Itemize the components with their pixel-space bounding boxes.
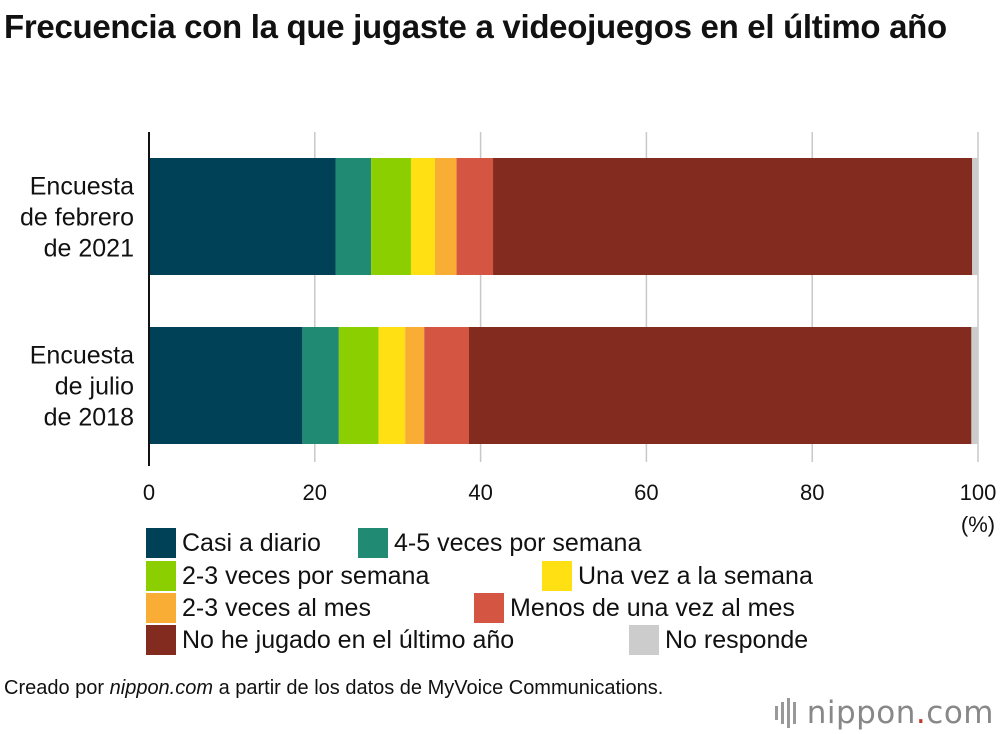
category-label-1-line-2: de 2018 bbox=[44, 404, 134, 432]
bar-segment-1-7 bbox=[971, 327, 978, 444]
source-prefix: Creado por bbox=[4, 677, 110, 699]
source-note: Creado por nippon.com a partir de los da… bbox=[4, 675, 663, 702]
bar-segment-0-6 bbox=[493, 158, 973, 275]
x-unit-label: (%) bbox=[961, 512, 995, 537]
x-tick-label-60: 60 bbox=[634, 480, 658, 505]
bar-segment-0-0 bbox=[149, 158, 336, 275]
bar-segment-0-7 bbox=[972, 158, 978, 275]
bar-segment-0-3 bbox=[410, 158, 436, 275]
source-site: nippon.com bbox=[109, 677, 214, 699]
x-tick-label-80: 80 bbox=[800, 480, 824, 505]
logo-bars-icon bbox=[774, 698, 799, 728]
x-tick-label-100: 100 bbox=[960, 480, 997, 505]
category-label-1-line-0: Encuesta bbox=[30, 342, 134, 370]
bar-segment-1-5 bbox=[424, 327, 469, 444]
bar-segment-0-1 bbox=[335, 158, 372, 275]
bar-segment-0-2 bbox=[371, 158, 411, 275]
bar-segment-1-6 bbox=[468, 327, 972, 444]
logo-name: nippon bbox=[806, 695, 916, 731]
bar-segment-0-4 bbox=[435, 158, 457, 275]
nippon-logo: nippon. com bbox=[774, 695, 994, 731]
x-tick-label-20: 20 bbox=[303, 480, 327, 505]
x-tick-label-40: 40 bbox=[468, 480, 492, 505]
bar-segment-1-4 bbox=[405, 327, 425, 444]
x-tick-label-0: 0 bbox=[143, 480, 155, 505]
category-label-1-line-1: de julio bbox=[55, 373, 134, 401]
bar-segment-1-2 bbox=[338, 327, 379, 444]
category-label-0-line-1: de febrero bbox=[20, 204, 134, 232]
bar-segment-0-5 bbox=[456, 158, 494, 275]
chart-title: Frecuencia con la que jugaste a videojue… bbox=[4, 8, 947, 45]
bar-segment-1-0 bbox=[149, 327, 303, 444]
logo-tld: com bbox=[926, 695, 994, 731]
bar-segment-1-1 bbox=[302, 327, 339, 444]
bar-segment-1-3 bbox=[378, 327, 406, 444]
source-suffix: a partir de los datos de MyVoice Communi… bbox=[213, 677, 664, 699]
logo-dot: . bbox=[915, 695, 927, 731]
category-label-0-line-2: de 2021 bbox=[44, 235, 134, 263]
category-label-0-line-0: Encuesta bbox=[30, 173, 134, 201]
